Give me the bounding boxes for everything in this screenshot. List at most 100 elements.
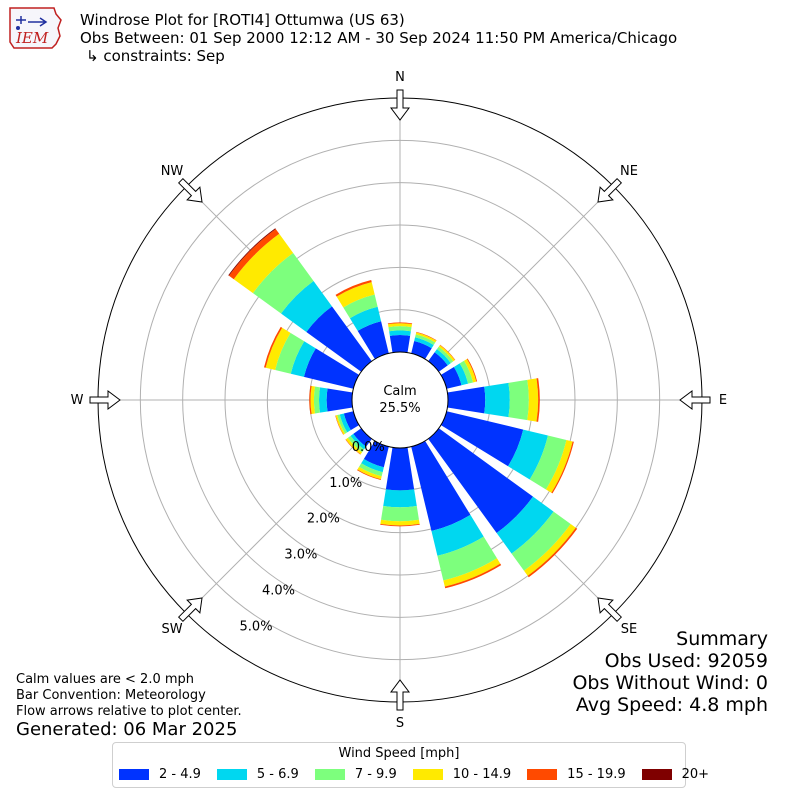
bar-W-4 [309, 385, 312, 415]
bar-E-2 [508, 379, 529, 421]
bar-W-1 [318, 387, 328, 413]
chart-title: Windrose Plot for [ROTI4] Ottumwa (US 63… [80, 11, 405, 29]
bar-SSW-1 [361, 458, 384, 473]
calm-label: Calm [383, 384, 416, 399]
bar-SE-1 [496, 496, 554, 554]
direction-arrow-icon [177, 597, 203, 623]
bar-ESE-1 [508, 429, 548, 480]
legend-swatch [314, 769, 345, 780]
iem-logo: IEM [6, 6, 64, 50]
radial-tick-label: 2.0% [307, 512, 340, 527]
bar-NNE-2 [415, 334, 436, 345]
bar-WNW-1 [290, 341, 316, 377]
bar-SW-0 [353, 428, 372, 447]
direction-label-ne: NE [620, 164, 638, 179]
bar-ESE-3 [545, 439, 573, 493]
bar-SSE-1 [431, 514, 484, 556]
direction-label-e: E [719, 393, 727, 408]
bar-W-3 [310, 386, 315, 414]
direction-label-n: N [395, 70, 405, 85]
direction-label-sw: SW [161, 622, 182, 637]
bar-E-1 [484, 382, 510, 418]
constraints-text: ↳ constraints: Sep [86, 47, 225, 65]
legend-title: Wind Speed [mph] [338, 746, 460, 761]
direction-label-se: SE [621, 622, 637, 637]
bar-ESE-2 [529, 435, 567, 490]
direction-arrows [89, 89, 711, 711]
legend-label: 2 - 4.9 [159, 767, 201, 782]
bar-WSW-4 [335, 415, 344, 435]
bar-SE-3 [524, 524, 576, 576]
logo-text: IEM [15, 29, 49, 47]
bar-convention-note: Bar Convention: Meteorology [16, 688, 206, 703]
bar-N-4 [387, 322, 413, 325]
calm-center: Calm 25.5% [351, 351, 449, 449]
legend-item: 2 - 4.9 [119, 767, 201, 782]
bar-NE-2 [436, 346, 454, 364]
bar-WNW-3 [265, 327, 291, 371]
bar-WSW-2 [337, 414, 348, 434]
bar-E-3 [527, 378, 539, 422]
bar-S-3 [380, 519, 420, 526]
direction-label-nw: NW [161, 164, 184, 179]
bar-E-0 [447, 386, 486, 414]
windrose-bars [228, 228, 578, 589]
bar-ENE-3 [464, 358, 477, 383]
bar-WNW-2 [275, 332, 305, 374]
bar-NNW-2 [343, 294, 378, 319]
direction-label-s: S [396, 716, 404, 731]
bar-NW-0 [306, 306, 372, 372]
direction-arrow-icon [177, 177, 203, 203]
legend-swatch [119, 769, 149, 780]
bar-SE-2 [511, 511, 571, 571]
bar-WNW-4 [264, 326, 283, 368]
bar-NNE-4 [416, 331, 437, 341]
legend-item: 10 - 14.9 [412, 767, 511, 782]
direction-label-w: W [71, 393, 84, 408]
bar-SSE-3 [443, 558, 501, 587]
bar-NW-4 [228, 228, 280, 280]
legend-label: 5 - 6.9 [256, 767, 299, 782]
calm-note: Calm values are < 2.0 mph [16, 672, 195, 687]
summary-title: Summary [676, 628, 768, 650]
bar-ENE-1 [453, 363, 469, 386]
flow-arrows-note: Flow arrows relative to plot center. [16, 704, 242, 719]
bar-W-2 [313, 386, 320, 414]
bar-SW-3 [345, 437, 363, 455]
legend-items: 2 - 4.9 5 - 6.9 7 - 9.9 10 - 14.9 15 - 19.9 2… [119, 767, 725, 782]
bar-SSE-0 [411, 440, 471, 532]
direction-arrow-icon [597, 597, 623, 623]
legend: Wind Speed [mph] 2 - 4.9 5 - 6.9 7 - 9.9 10… [112, 742, 709, 788]
bar-N-0 [389, 335, 411, 353]
bar-S-1 [383, 489, 417, 508]
bar-ESE-4 [551, 441, 574, 494]
radial-tick-label: 3.0% [284, 548, 317, 563]
legend-item: 5 - 6.9 [216, 767, 299, 782]
legend-item: 7 - 9.9 [314, 767, 397, 782]
bar-S-2 [381, 505, 419, 522]
legend-swatch [527, 769, 558, 780]
bar-N-2 [388, 326, 412, 332]
bar-NW-1 [281, 281, 332, 332]
calm-circle [351, 351, 449, 449]
bar-ESE-0 [440, 411, 524, 467]
legend-label: 7 - 9.9 [354, 767, 397, 782]
bar-SSW-0 [363, 440, 389, 468]
legend-label: 20+ [681, 767, 710, 782]
bar-SSW-3 [357, 466, 382, 480]
summary-avg-speed: Avg Speed: 4.8 mph [575, 694, 768, 716]
direction-labels: N NE E SE S SW W NW [71, 70, 728, 731]
bar-ENE-0 [440, 366, 462, 389]
bar-WSW-1 [339, 413, 351, 433]
bar-SSW-2 [358, 463, 383, 477]
bar-S-0 [385, 447, 415, 491]
bar-E-4 [536, 378, 540, 422]
summary-obs-used: Obs Used: 92059 [604, 650, 768, 672]
grid-spoke [433, 186, 614, 367]
direction-arrow-icon [597, 177, 623, 203]
bar-NE-0 [428, 352, 448, 372]
bar-NW-3 [233, 233, 294, 294]
bar-SSE-2 [437, 536, 497, 581]
radial-tick-label: 5.0% [240, 619, 273, 634]
